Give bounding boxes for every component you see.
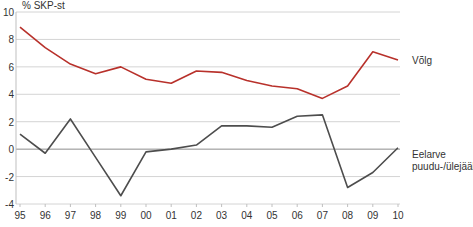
grid-line bbox=[16, 94, 400, 95]
grid-line bbox=[16, 149, 400, 150]
series-line bbox=[20, 27, 398, 98]
y-tick-label: 8 bbox=[8, 34, 14, 45]
y-axis-line bbox=[16, 12, 17, 204]
x-tick bbox=[70, 204, 71, 207]
x-tick bbox=[95, 204, 96, 207]
grid-line bbox=[16, 39, 400, 40]
legend-label: Võlg bbox=[412, 55, 432, 66]
x-tick bbox=[246, 204, 247, 207]
y-tick-label: 0 bbox=[8, 144, 14, 155]
x-tick-label: 95 bbox=[14, 210, 26, 221]
x-tick-label: 00 bbox=[140, 210, 152, 221]
y-tick-label: -2 bbox=[5, 172, 14, 183]
x-tick-label: 06 bbox=[292, 210, 304, 221]
x-tick bbox=[20, 204, 21, 207]
x-tick-label: 97 bbox=[65, 210, 77, 221]
y-tick-label: 10 bbox=[3, 7, 15, 18]
x-tick bbox=[272, 204, 273, 207]
x-tick bbox=[322, 204, 323, 207]
grid-line bbox=[16, 204, 400, 205]
x-tick-label: 10 bbox=[392, 210, 404, 221]
x-tick bbox=[120, 204, 121, 207]
x-tick-label: 02 bbox=[191, 210, 203, 221]
x-tick-label: 09 bbox=[367, 210, 379, 221]
plot-area bbox=[20, 27, 398, 196]
grid-line bbox=[16, 66, 400, 67]
series-line bbox=[20, 115, 398, 196]
grid bbox=[16, 12, 400, 204]
chart-container: -4-20246810% SKP-st959697989900010203040… bbox=[0, 0, 473, 227]
x-tick bbox=[221, 204, 222, 207]
x-tick-label: 03 bbox=[216, 210, 228, 221]
x-tick bbox=[146, 204, 147, 207]
y-tick-label: 6 bbox=[8, 62, 14, 73]
x-tick-label: 05 bbox=[266, 210, 278, 221]
x-tick-label: 96 bbox=[40, 210, 52, 221]
y-tick-label: -4 bbox=[5, 199, 14, 210]
chart-svg: -4-20246810% SKP-st959697989900010203040… bbox=[0, 0, 473, 227]
x-tick-label: 01 bbox=[166, 210, 178, 221]
x-tick bbox=[347, 204, 348, 207]
x-tick-label: 04 bbox=[241, 210, 253, 221]
y-axis-title: % SKP-st bbox=[22, 0, 65, 11]
x-tick bbox=[196, 204, 197, 207]
x-tick-label: 08 bbox=[342, 210, 354, 221]
x-tick bbox=[398, 204, 399, 207]
x-tick bbox=[45, 204, 46, 207]
x-tick bbox=[171, 204, 172, 207]
x-tick-label: 99 bbox=[115, 210, 127, 221]
y-tick-label: 4 bbox=[8, 89, 14, 100]
x-tick-label: 98 bbox=[90, 210, 102, 221]
x-tick bbox=[372, 204, 373, 207]
grid-line bbox=[16, 176, 400, 177]
x-tick bbox=[297, 204, 298, 207]
x-tick-label: 07 bbox=[317, 210, 329, 221]
legend-label: Eelarvepuudu-/ülejääk bbox=[412, 149, 473, 172]
y-tick-label: 2 bbox=[8, 117, 14, 128]
grid-line bbox=[16, 12, 400, 13]
grid-line bbox=[16, 121, 400, 122]
